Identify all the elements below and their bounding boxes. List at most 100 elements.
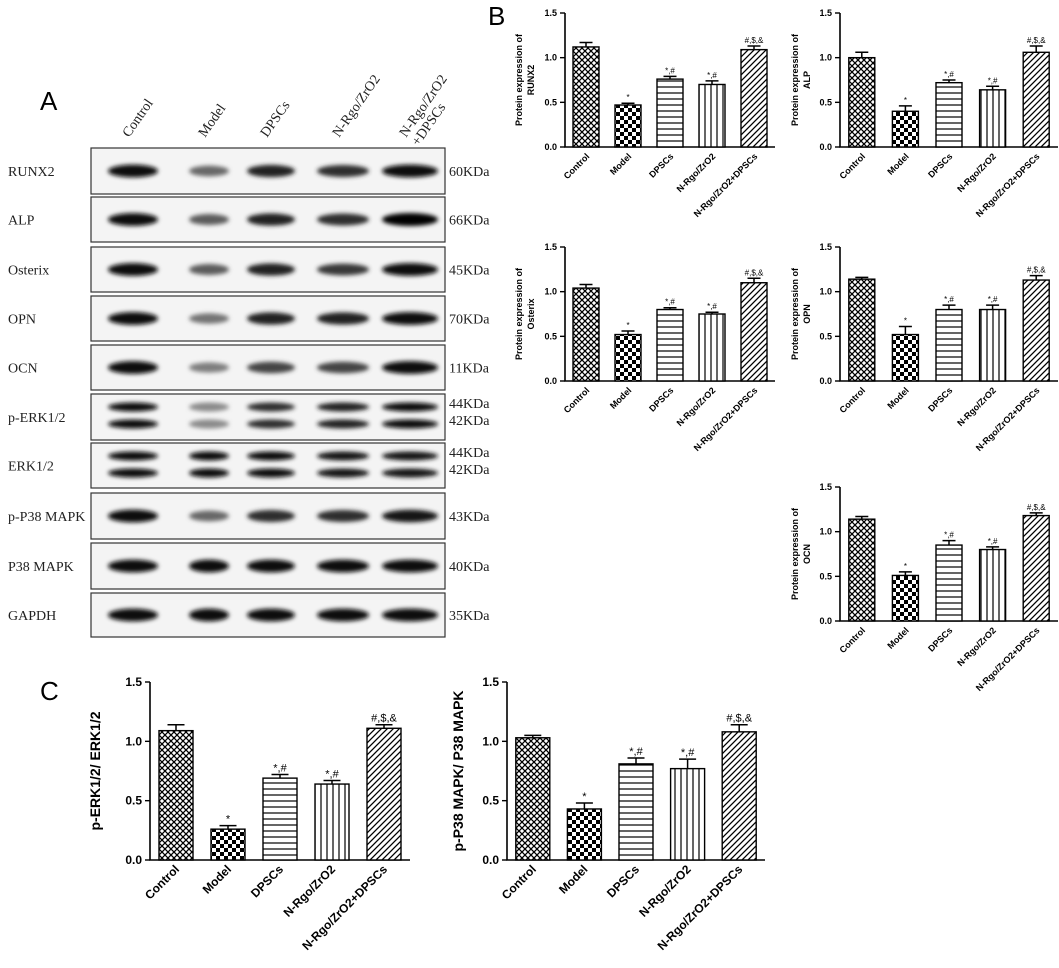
error-bar <box>855 51 869 58</box>
blot-band <box>382 361 438 374</box>
blot-kda-label: 66KDa <box>449 214 490 229</box>
significance-label: * <box>226 814 231 826</box>
error-bar <box>747 45 761 50</box>
x-tick-label: Control <box>838 625 868 655</box>
blot-row-label: ALP <box>8 214 35 229</box>
y-tick-label: 0.0 <box>819 142 832 152</box>
blot-row-label: RUNX2 <box>8 165 55 180</box>
blot-band <box>108 164 158 178</box>
error-bar <box>524 734 542 738</box>
error-bar <box>730 723 748 732</box>
x-tick-label: Control <box>838 385 868 415</box>
blot-band <box>108 213 158 226</box>
error-bar <box>986 546 1000 550</box>
blot-kda-label: 45KDa <box>449 264 490 279</box>
blot-band <box>317 402 369 412</box>
error-bar <box>898 571 912 576</box>
bar <box>978 89 1007 148</box>
bar <box>891 333 920 382</box>
error-bar <box>1029 512 1043 516</box>
error-bar <box>271 773 289 779</box>
blot-band <box>317 451 369 461</box>
significance-label: *,# <box>273 763 287 775</box>
bar-chart: 0.0 0.5 1.0 1.5 Protein expression of ALP Cont… <box>790 8 1058 219</box>
bar <box>618 763 654 861</box>
blot-band <box>247 559 295 573</box>
bar <box>848 518 876 622</box>
bar <box>848 278 876 382</box>
x-tick-label: N-Rgo/ZrO2 <box>675 151 718 194</box>
bar <box>978 308 1007 382</box>
significance-label: *,# <box>707 302 717 311</box>
bar <box>515 737 551 861</box>
x-tick-label: DPSCs <box>926 385 954 413</box>
blot-band <box>189 165 229 177</box>
blot-kda-label: 11KDa <box>449 362 490 377</box>
significance-label: * <box>904 317 907 326</box>
error-bar <box>855 276 869 280</box>
bar <box>314 783 350 861</box>
error-bar <box>986 304 1000 310</box>
significance-label: *,# <box>988 76 998 85</box>
error-bar <box>219 824 237 830</box>
error-bar <box>679 758 697 769</box>
bar <box>1022 279 1050 382</box>
blot-band <box>189 451 229 461</box>
blot-band <box>317 468 369 478</box>
blot-band <box>189 419 229 429</box>
blot-row-label: GAPDH <box>8 609 56 624</box>
blot-band <box>108 263 158 276</box>
blot-row-label: ERK1/2 <box>8 460 54 475</box>
significance-label: #,$,& <box>371 713 397 725</box>
significance-label: #,$,& <box>726 713 752 725</box>
error-bar <box>942 539 956 546</box>
bar <box>935 308 963 382</box>
blot-band <box>317 419 369 429</box>
bar <box>891 574 920 622</box>
blot-band <box>108 509 158 523</box>
bar <box>978 548 1007 622</box>
blot-band <box>108 312 158 325</box>
blot-band <box>189 608 229 622</box>
blot-band <box>382 164 438 178</box>
error-bar <box>747 277 761 283</box>
x-tick-label: DPSCs <box>926 625 954 653</box>
y-tick-label: 0.5 <box>819 571 832 581</box>
x-tick-label: Control <box>562 151 592 181</box>
blot-band <box>189 214 229 225</box>
y-tick-label: 1.0 <box>125 734 142 748</box>
x-tick-label: N-Rgo/ZrO2 <box>955 151 998 194</box>
western-blot-panel: Control Model DPSCs N-Rgo/ZrO2 N-Rgo/ZrO2+DP… <box>8 72 490 638</box>
blot-band <box>189 402 229 412</box>
bar <box>656 308 684 382</box>
significance-label: * <box>904 562 907 571</box>
bar <box>262 777 298 861</box>
error-bar <box>579 283 593 289</box>
blot-band <box>317 213 369 226</box>
blot-band <box>317 263 369 276</box>
blot-row-label: OPN <box>8 313 36 328</box>
blot-row-label: p-ERK1/2 <box>8 411 66 426</box>
error-bar <box>705 311 719 314</box>
bar-chart: 0.0 0.5 1.0 1.5 Protein expression of OPN Cont… <box>790 242 1058 453</box>
significance-label: *,# <box>665 66 675 75</box>
y-tick-label: 0.0 <box>819 616 832 626</box>
y-tick-label: 1.5 <box>125 675 142 689</box>
blot-band <box>247 164 295 178</box>
significance-label: *,# <box>988 537 998 546</box>
x-tick-label: Model <box>608 151 633 176</box>
blot-band <box>317 608 369 622</box>
bar <box>669 767 706 861</box>
x-tick-label: Control <box>499 862 539 902</box>
y-tick-label: 1.5 <box>544 8 557 18</box>
error-bar <box>898 105 912 112</box>
blot-band <box>382 213 438 226</box>
significance-label: *,# <box>944 531 954 540</box>
y-axis-label: Protein expression of OPN <box>790 267 812 360</box>
error-bar <box>663 75 677 80</box>
blot-band <box>247 361 295 374</box>
blot-band <box>382 419 438 429</box>
x-tick-label: Control <box>838 151 868 181</box>
x-tick-label: Model <box>885 385 910 410</box>
